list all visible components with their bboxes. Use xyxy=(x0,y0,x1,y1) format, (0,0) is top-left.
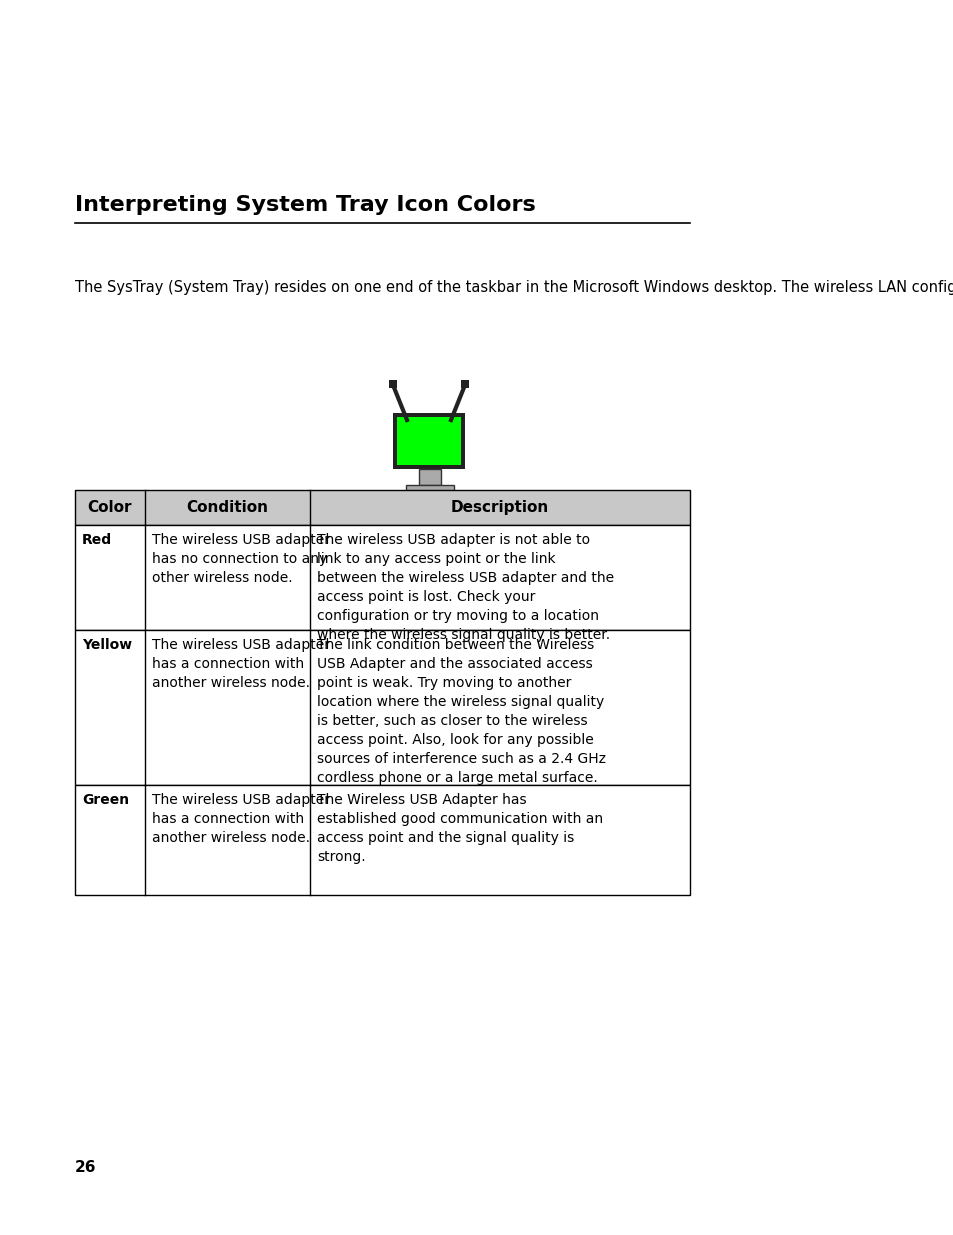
Bar xyxy=(393,466,464,469)
Text: Color: Color xyxy=(88,500,132,515)
Text: The Wireless USB Adapter has
established good communication with an
access point: The Wireless USB Adapter has established… xyxy=(316,793,602,863)
Text: Red: Red xyxy=(82,534,112,547)
Text: The SysTray (System Tray) resides on one end of the taskbar in the Microsoft Win: The SysTray (System Tray) resides on one… xyxy=(75,280,953,295)
Bar xyxy=(75,525,689,630)
Bar xyxy=(406,485,454,495)
Bar xyxy=(75,630,689,785)
Text: The wireless USB adapter
has a connection with
another wireless node.: The wireless USB adapter has a connectio… xyxy=(152,793,330,845)
Bar xyxy=(75,490,689,525)
Text: Description: Description xyxy=(451,500,549,515)
Bar xyxy=(389,380,396,388)
Bar xyxy=(393,412,464,417)
Text: The wireless USB adapter is not able to
link to any access point or the link
bet: The wireless USB adapter is not able to … xyxy=(316,534,614,642)
Text: The link condition between the Wireless
USB Adapter and the associated access
po: The link condition between the Wireless … xyxy=(316,638,605,784)
Bar xyxy=(418,469,440,485)
Bar xyxy=(75,785,689,895)
Bar xyxy=(395,415,462,467)
Text: Green: Green xyxy=(82,793,129,806)
Text: Interpreting System Tray Icon Colors: Interpreting System Tray Icon Colors xyxy=(75,195,536,215)
Bar xyxy=(75,490,689,525)
Text: Yellow: Yellow xyxy=(82,638,132,652)
Text: The wireless USB adapter
has a connection with
another wireless node.: The wireless USB adapter has a connectio… xyxy=(152,638,330,690)
Text: 26: 26 xyxy=(75,1160,96,1174)
Text: Condition: Condition xyxy=(186,500,268,515)
Text: The wireless USB adapter
has no connection to any
other wireless node.: The wireless USB adapter has no connecti… xyxy=(152,534,330,585)
Bar xyxy=(460,412,464,469)
Bar xyxy=(393,412,396,469)
Bar xyxy=(460,380,469,388)
